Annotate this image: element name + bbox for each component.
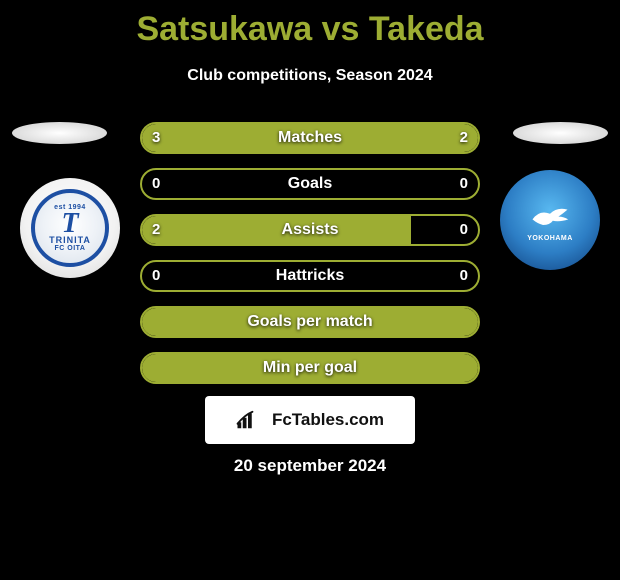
stat-row: Goals per match — [140, 306, 480, 338]
brand-box[interactable]: FcTables.com — [205, 396, 415, 444]
stat-value-left: 2 — [152, 216, 160, 244]
spotlight-ellipse-left — [12, 122, 107, 144]
stats-container: 3 Matches 2 0 Goals 0 2 Assists 0 0 Hattricks 0 Goal… — [140, 122, 480, 398]
stat-row: 0 Goals 0 — [140, 168, 480, 200]
stat-value-left: 0 — [152, 170, 160, 198]
stat-label: Goals per match — [247, 308, 372, 336]
stat-bar-right — [344, 124, 478, 152]
stat-row: Min per goal — [140, 352, 480, 384]
seagull-icon — [529, 204, 571, 232]
badge-left-letter: T — [61, 213, 78, 235]
badge-right-text: YOKOHAMA — [527, 235, 573, 242]
stat-label: Goals — [288, 170, 332, 198]
team-badge-left-inner: est 1994 T TRINITA FC OITA — [31, 189, 109, 267]
badge-left-bottom-arc: FC OITA — [55, 245, 86, 252]
stat-value-right: 2 — [460, 124, 468, 152]
spotlight-ellipse-right — [513, 122, 608, 144]
stat-row: 2 Assists 0 — [140, 214, 480, 246]
stat-label: Min per goal — [263, 354, 357, 382]
page-title: Satsukawa vs Takeda — [0, 0, 620, 49]
badge-left-word: TRINITA — [49, 236, 91, 245]
brand-text: FcTables.com — [272, 410, 384, 430]
team-badge-left: est 1994 T TRINITA FC OITA — [20, 178, 120, 278]
stat-label: Matches — [278, 124, 342, 152]
stat-value-left: 3 — [152, 124, 160, 152]
stat-value-left: 0 — [152, 262, 160, 290]
stat-value-right: 0 — [460, 216, 468, 244]
stat-value-right: 0 — [460, 262, 468, 290]
stat-value-right: 0 — [460, 170, 468, 198]
stat-bar-left — [142, 216, 411, 244]
stat-row: 3 Matches 2 — [140, 122, 480, 154]
stat-label: Assists — [282, 216, 339, 244]
footer-date: 20 september 2024 — [234, 456, 386, 476]
team-badge-right: YOKOHAMA — [500, 170, 600, 270]
stat-row: 0 Hattricks 0 — [140, 260, 480, 292]
stat-label: Hattricks — [276, 262, 344, 290]
fctables-logo-icon — [236, 410, 266, 430]
page-subtitle: Club competitions, Season 2024 — [0, 67, 620, 85]
